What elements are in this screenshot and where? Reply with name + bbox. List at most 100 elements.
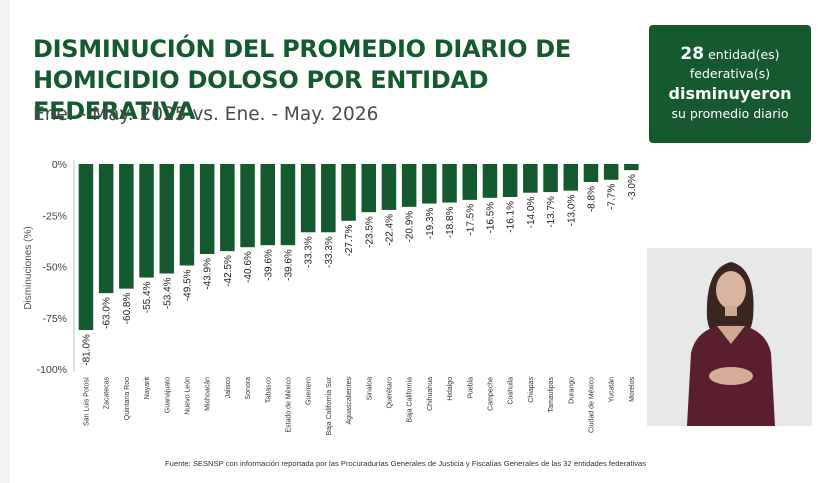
data-label: -19.3% bbox=[425, 207, 436, 239]
bars bbox=[78, 164, 639, 331]
bar bbox=[502, 164, 518, 198]
data-label: -17.5% bbox=[465, 204, 476, 236]
bar bbox=[159, 164, 174, 274]
x-tick-label: Durango bbox=[568, 377, 575, 404]
chart-title: DISMINUCIÓN DEL PROMEDIO DIARIO DE HOMIC… bbox=[33, 34, 643, 127]
data-label: -20.9% bbox=[405, 211, 416, 243]
bar bbox=[199, 164, 215, 254]
x-tick-label: Chiapas bbox=[528, 377, 535, 403]
x-tick-label: Nuevo León bbox=[184, 377, 191, 415]
x-tick-label: Coahuila bbox=[508, 377, 515, 405]
y-tick-label: -100% bbox=[37, 364, 67, 376]
data-label: -18.8% bbox=[445, 206, 456, 238]
x-tick-label: Guerrero bbox=[306, 377, 313, 405]
x-tick-label: Ciudad de México bbox=[588, 377, 595, 433]
summary-line-2: federativa(s) bbox=[689, 66, 771, 81]
bar bbox=[603, 164, 619, 180]
data-label: -7.7% bbox=[607, 184, 618, 210]
data-label: -13.0% bbox=[566, 195, 577, 227]
data-label: -60.8% bbox=[122, 293, 133, 325]
bar bbox=[220, 164, 235, 252]
bar bbox=[240, 164, 255, 248]
summary-line-4: su promedio diario bbox=[671, 106, 789, 121]
x-tick-label: Yucatán bbox=[609, 377, 616, 402]
summary-count: 28 bbox=[680, 44, 705, 64]
title-line-2: HOMICIDIO DOLOSO POR ENTIDAD FEDERATIVA bbox=[33, 66, 489, 125]
x-tick-label: Chihuahua bbox=[427, 377, 434, 411]
x-tick-label: Sonora bbox=[245, 377, 252, 400]
x-tick-label: Estado de México bbox=[285, 377, 292, 433]
x-tick-label: Sinaloa bbox=[366, 377, 373, 400]
data-label: -33.3% bbox=[324, 236, 335, 268]
data-label: -49.5% bbox=[182, 269, 193, 301]
bar bbox=[179, 164, 195, 266]
x-tick-label: Campeche bbox=[487, 377, 494, 411]
data-label: -39.6% bbox=[283, 249, 294, 281]
y-tick-label: -25% bbox=[42, 210, 67, 222]
bar bbox=[321, 164, 336, 233]
bar bbox=[543, 164, 558, 193]
x-tick-label: Baja California bbox=[407, 377, 414, 423]
data-label: -33.3% bbox=[304, 236, 315, 268]
x-tick-label: Aguascalientes bbox=[346, 377, 353, 425]
data-label: -81.0% bbox=[81, 334, 92, 366]
x-tick-label: Hidalgo bbox=[447, 377, 454, 401]
x-tick-label: Tabasco bbox=[265, 377, 272, 403]
bar bbox=[361, 164, 376, 213]
data-label: -55.4% bbox=[142, 281, 153, 313]
bar bbox=[341, 164, 356, 221]
y-axis-ticks: 0% -25% -50% -75% -100% bbox=[37, 159, 67, 376]
data-label: -42.5% bbox=[223, 255, 234, 287]
bar bbox=[98, 164, 114, 294]
title-line-1: DISMINUCIÓN DEL PROMEDIO DIARIO DE bbox=[33, 35, 571, 63]
bar-chart: 0% -25% -50% -75% -100% Disminuciones (%) -8… bbox=[23, 159, 639, 435]
data-label: -16.5% bbox=[485, 202, 496, 234]
x-tick-label: Morelos bbox=[629, 377, 636, 402]
bar bbox=[260, 164, 275, 246]
data-label: -40.6% bbox=[243, 251, 254, 283]
bar bbox=[280, 164, 296, 246]
x-axis-categories: San Luis Potosí Zacatecas Quintana Roo Naya… bbox=[83, 376, 635, 435]
interpreter-figure bbox=[647, 248, 812, 426]
x-tick-label: Zacatecas bbox=[104, 377, 111, 410]
x-tick-label: Jalisco bbox=[225, 377, 232, 399]
x-tick-label: Nayarit bbox=[144, 377, 151, 399]
bar bbox=[300, 164, 316, 233]
data-label: -8.8% bbox=[586, 186, 597, 212]
data-label: -14.0% bbox=[526, 197, 537, 229]
bar bbox=[563, 164, 578, 191]
sign-language-interpreter-video bbox=[647, 248, 812, 426]
bar bbox=[583, 164, 599, 183]
bar bbox=[119, 164, 134, 289]
x-tick-label: Puebla bbox=[467, 377, 474, 399]
data-label: -53.4% bbox=[162, 277, 173, 309]
summary-line-1: 28 entidad(es) bbox=[649, 43, 811, 66]
bar bbox=[462, 164, 477, 200]
x-tick-label: Michoacán bbox=[205, 377, 212, 411]
chart-subtitle: Ene. - May. 2025 vs. Ene. - May. 2026 bbox=[33, 104, 379, 125]
data-label: -22.4% bbox=[384, 214, 395, 246]
bar bbox=[482, 164, 498, 198]
summary-panel: 28 entidad(es) federativa(s) disminuyero… bbox=[649, 25, 811, 143]
bar bbox=[78, 164, 94, 331]
bar bbox=[624, 164, 639, 171]
summary-count-unit: entidad(es) bbox=[708, 47, 780, 62]
summary-line-3: disminuyeron bbox=[668, 84, 792, 103]
x-tick-label: Tamaulipas bbox=[548, 377, 555, 413]
data-label: -23.5% bbox=[364, 216, 375, 248]
x-tick-label: Quintana Roo bbox=[124, 377, 131, 420]
source-note: Fuente: SESNSP con información reportada… bbox=[165, 459, 647, 468]
data-label: -3.0% bbox=[627, 174, 638, 200]
x-tick-label: San Luis Potosí bbox=[83, 377, 90, 426]
y-tick-label: -75% bbox=[42, 313, 67, 325]
x-tick-label: Baja California Sur bbox=[326, 376, 333, 435]
y-tick-label: -50% bbox=[42, 262, 67, 274]
data-labels: -81.0% -63.0% -60.8% -55.4% -53.4% -49.5% -43.… bbox=[81, 174, 637, 366]
x-tick-label: Querétaro bbox=[386, 377, 393, 409]
bar bbox=[442, 164, 457, 203]
data-label: -43.9% bbox=[203, 258, 214, 290]
data-label: -27.7% bbox=[344, 225, 355, 257]
data-label: -16.1% bbox=[506, 201, 517, 233]
bar bbox=[523, 164, 538, 193]
y-tick-label: 0% bbox=[52, 159, 67, 171]
